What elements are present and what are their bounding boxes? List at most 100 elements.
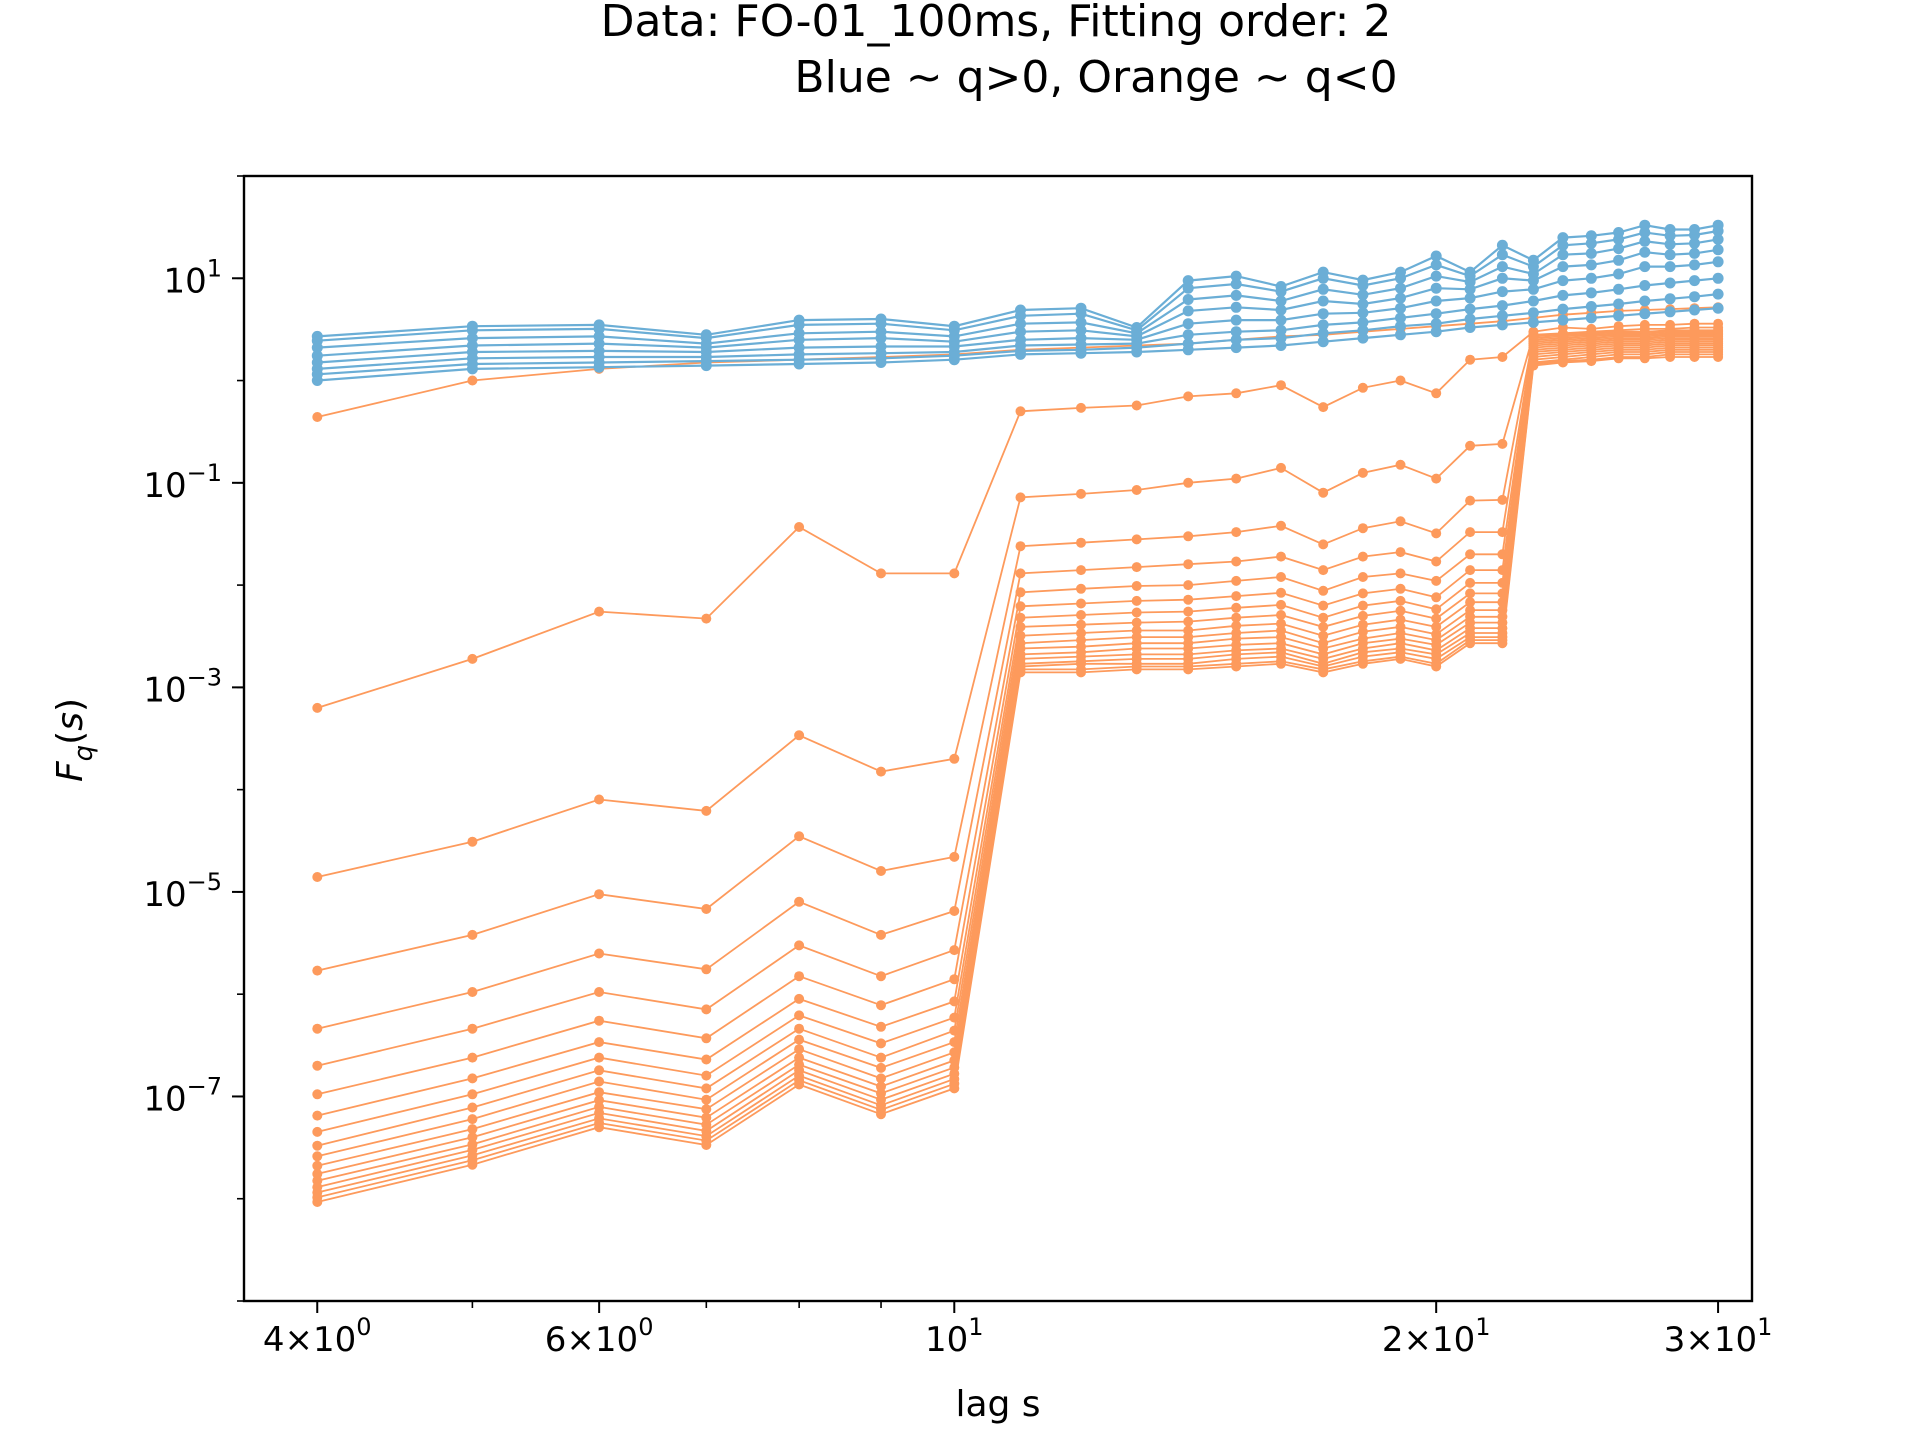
data-point bbox=[1275, 314, 1287, 326]
data-point bbox=[1182, 329, 1194, 341]
data-point bbox=[1557, 303, 1569, 315]
data-point bbox=[1465, 495, 1476, 506]
data-point bbox=[1395, 282, 1406, 294]
data-point bbox=[1585, 312, 1597, 324]
data-point bbox=[1076, 667, 1086, 678]
data-point bbox=[1430, 282, 1442, 294]
data-point bbox=[1230, 289, 1242, 301]
y-tick-label-exponent: −3 bbox=[187, 663, 222, 691]
data-point bbox=[1527, 307, 1539, 319]
y-axis-label-main: F bbox=[50, 760, 91, 782]
data-point bbox=[1613, 353, 1624, 364]
data-point bbox=[467, 1073, 478, 1084]
data-point bbox=[1357, 307, 1369, 319]
data-point bbox=[1464, 292, 1476, 304]
data-point bbox=[794, 1010, 805, 1021]
data-point bbox=[1557, 249, 1569, 261]
data-point bbox=[701, 613, 712, 624]
data-point bbox=[1689, 237, 1700, 249]
data-point bbox=[1317, 266, 1329, 278]
data-point bbox=[1357, 610, 1368, 621]
data-point bbox=[1496, 261, 1508, 273]
data-point bbox=[1664, 293, 1676, 305]
data-point bbox=[875, 313, 887, 325]
data-point bbox=[794, 1034, 805, 1045]
data-point bbox=[1015, 621, 1026, 632]
y-tick-label: 10−3 bbox=[143, 663, 222, 710]
data-point bbox=[1713, 352, 1724, 362]
data-point bbox=[1465, 588, 1476, 599]
x-tick-label-exponent: 1 bbox=[1475, 1313, 1490, 1341]
data-point bbox=[1317, 308, 1329, 320]
data-point bbox=[1557, 261, 1569, 273]
data-point bbox=[312, 1160, 323, 1171]
x-tick-label-base: 3×10 bbox=[1664, 1320, 1757, 1360]
data-point bbox=[1557, 357, 1568, 368]
data-point bbox=[1712, 233, 1724, 245]
data-point bbox=[1613, 310, 1625, 322]
y-axis-label: Fq(s) bbox=[50, 698, 99, 782]
data-point bbox=[1183, 531, 1194, 542]
data-point bbox=[1496, 239, 1508, 251]
data-point bbox=[594, 1037, 605, 1048]
data-point bbox=[1665, 352, 1676, 362]
data-point bbox=[1496, 272, 1508, 284]
data-point bbox=[1230, 301, 1242, 313]
data-point bbox=[794, 896, 805, 907]
data-point bbox=[1318, 630, 1329, 641]
data-point bbox=[1276, 380, 1286, 391]
data-point bbox=[1231, 388, 1242, 399]
data-point bbox=[1276, 599, 1286, 610]
data-point bbox=[312, 1110, 323, 1121]
data-point bbox=[794, 971, 805, 982]
data-point bbox=[1395, 614, 1406, 625]
data-point bbox=[467, 1132, 478, 1143]
data-point bbox=[1639, 246, 1651, 258]
data-point bbox=[1527, 316, 1539, 328]
orange-series-10 bbox=[312, 336, 1724, 1162]
data-point bbox=[593, 319, 605, 331]
data-point bbox=[1276, 658, 1286, 669]
data-point bbox=[794, 730, 805, 741]
data-point bbox=[876, 1000, 886, 1011]
y-tick-label: 101 bbox=[163, 254, 222, 301]
data-point bbox=[1131, 607, 1142, 618]
data-point bbox=[876, 1109, 886, 1120]
data-point bbox=[1496, 249, 1508, 261]
data-point bbox=[594, 1076, 605, 1087]
data-point bbox=[1528, 360, 1539, 371]
data-point bbox=[1496, 310, 1508, 322]
data-point bbox=[701, 1004, 712, 1015]
data-point bbox=[1613, 227, 1625, 238]
data-point bbox=[1689, 352, 1700, 362]
data-point bbox=[794, 1079, 805, 1090]
orange-series-line bbox=[317, 351, 1719, 1194]
data-point bbox=[1276, 520, 1286, 531]
data-point bbox=[876, 866, 886, 876]
orange-series-line bbox=[317, 348, 1719, 1188]
data-point bbox=[1182, 338, 1194, 350]
data-point bbox=[1231, 620, 1242, 631]
data-point bbox=[1318, 487, 1329, 498]
data-point bbox=[1527, 283, 1539, 295]
data-point bbox=[467, 1102, 478, 1113]
data-point bbox=[1182, 318, 1194, 330]
data-point bbox=[1712, 288, 1724, 300]
x-tick-label-exponent: 0 bbox=[356, 1313, 371, 1341]
data-point bbox=[1395, 547, 1406, 558]
data-point bbox=[1015, 601, 1026, 612]
data-point bbox=[467, 653, 478, 664]
data-point bbox=[1395, 583, 1406, 594]
data-point bbox=[312, 965, 323, 976]
data-point bbox=[1183, 477, 1194, 488]
data-point bbox=[1639, 308, 1651, 320]
data-point bbox=[1182, 294, 1194, 305]
data-point bbox=[701, 904, 712, 914]
data-point bbox=[1689, 247, 1700, 259]
data-point bbox=[1689, 224, 1700, 235]
data-point bbox=[1395, 266, 1406, 278]
data-point bbox=[1613, 298, 1625, 310]
data-point bbox=[1183, 391, 1194, 402]
data-point bbox=[876, 766, 886, 777]
